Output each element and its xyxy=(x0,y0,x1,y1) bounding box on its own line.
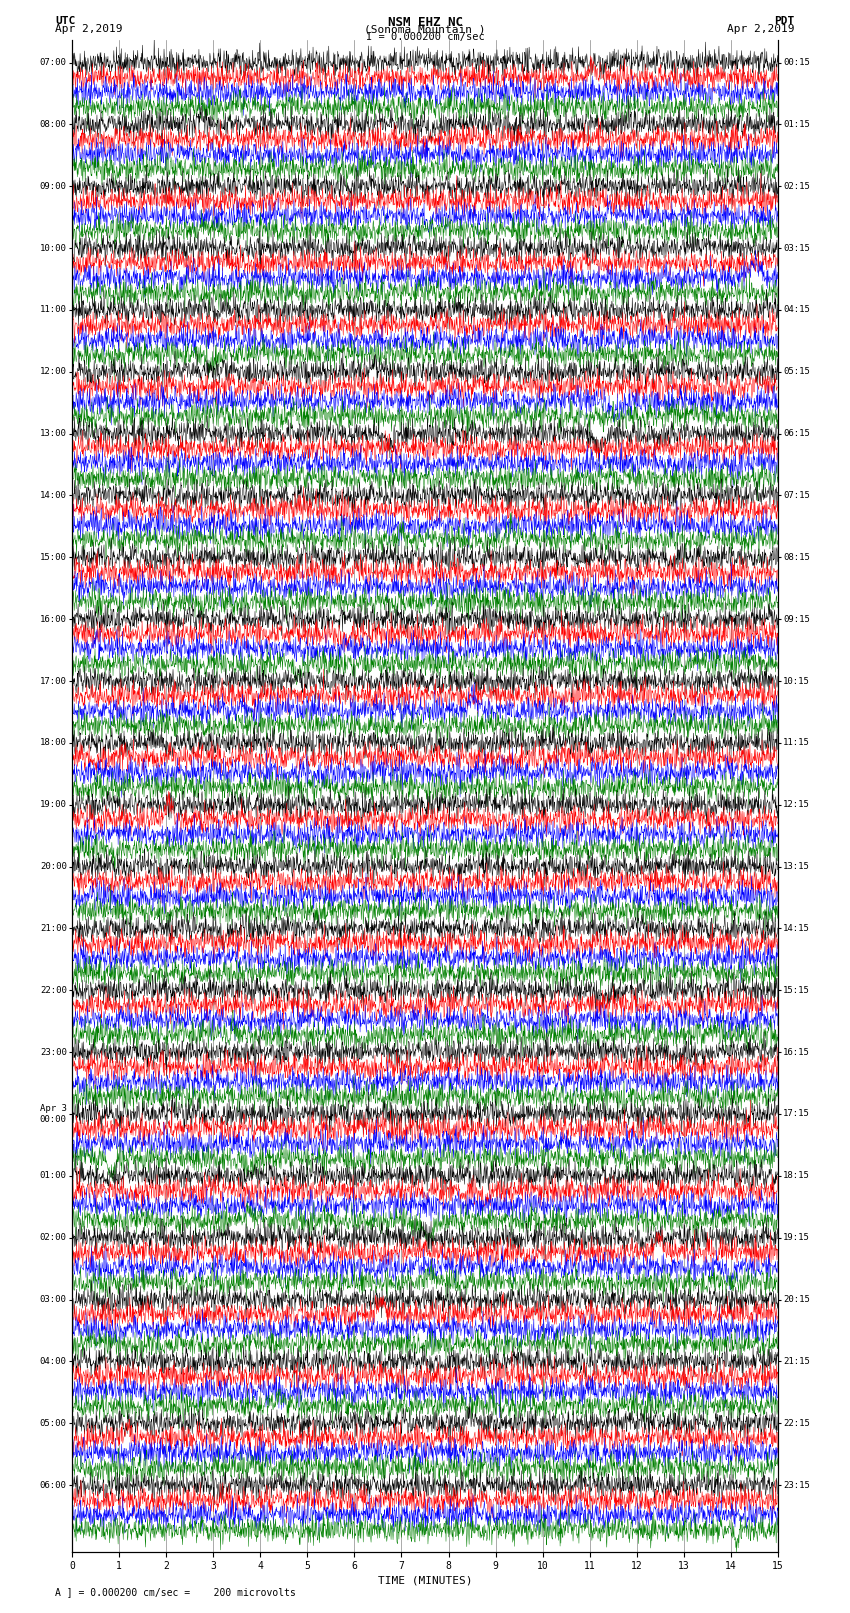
Text: Apr 2,2019: Apr 2,2019 xyxy=(55,24,122,34)
Text: (Sonoma Mountain ): (Sonoma Mountain ) xyxy=(365,24,485,34)
Text: I = 0.000200 cm/sec: I = 0.000200 cm/sec xyxy=(366,32,484,42)
X-axis label: TIME (MINUTES): TIME (MINUTES) xyxy=(377,1576,473,1586)
Text: UTC: UTC xyxy=(55,16,76,26)
Text: NSM EHZ NC: NSM EHZ NC xyxy=(388,16,462,29)
Text: Apr 2,2019: Apr 2,2019 xyxy=(728,24,795,34)
Text: A ] = 0.000200 cm/sec =    200 microvolts: A ] = 0.000200 cm/sec = 200 microvolts xyxy=(55,1587,296,1597)
Text: PDT: PDT xyxy=(774,16,795,26)
